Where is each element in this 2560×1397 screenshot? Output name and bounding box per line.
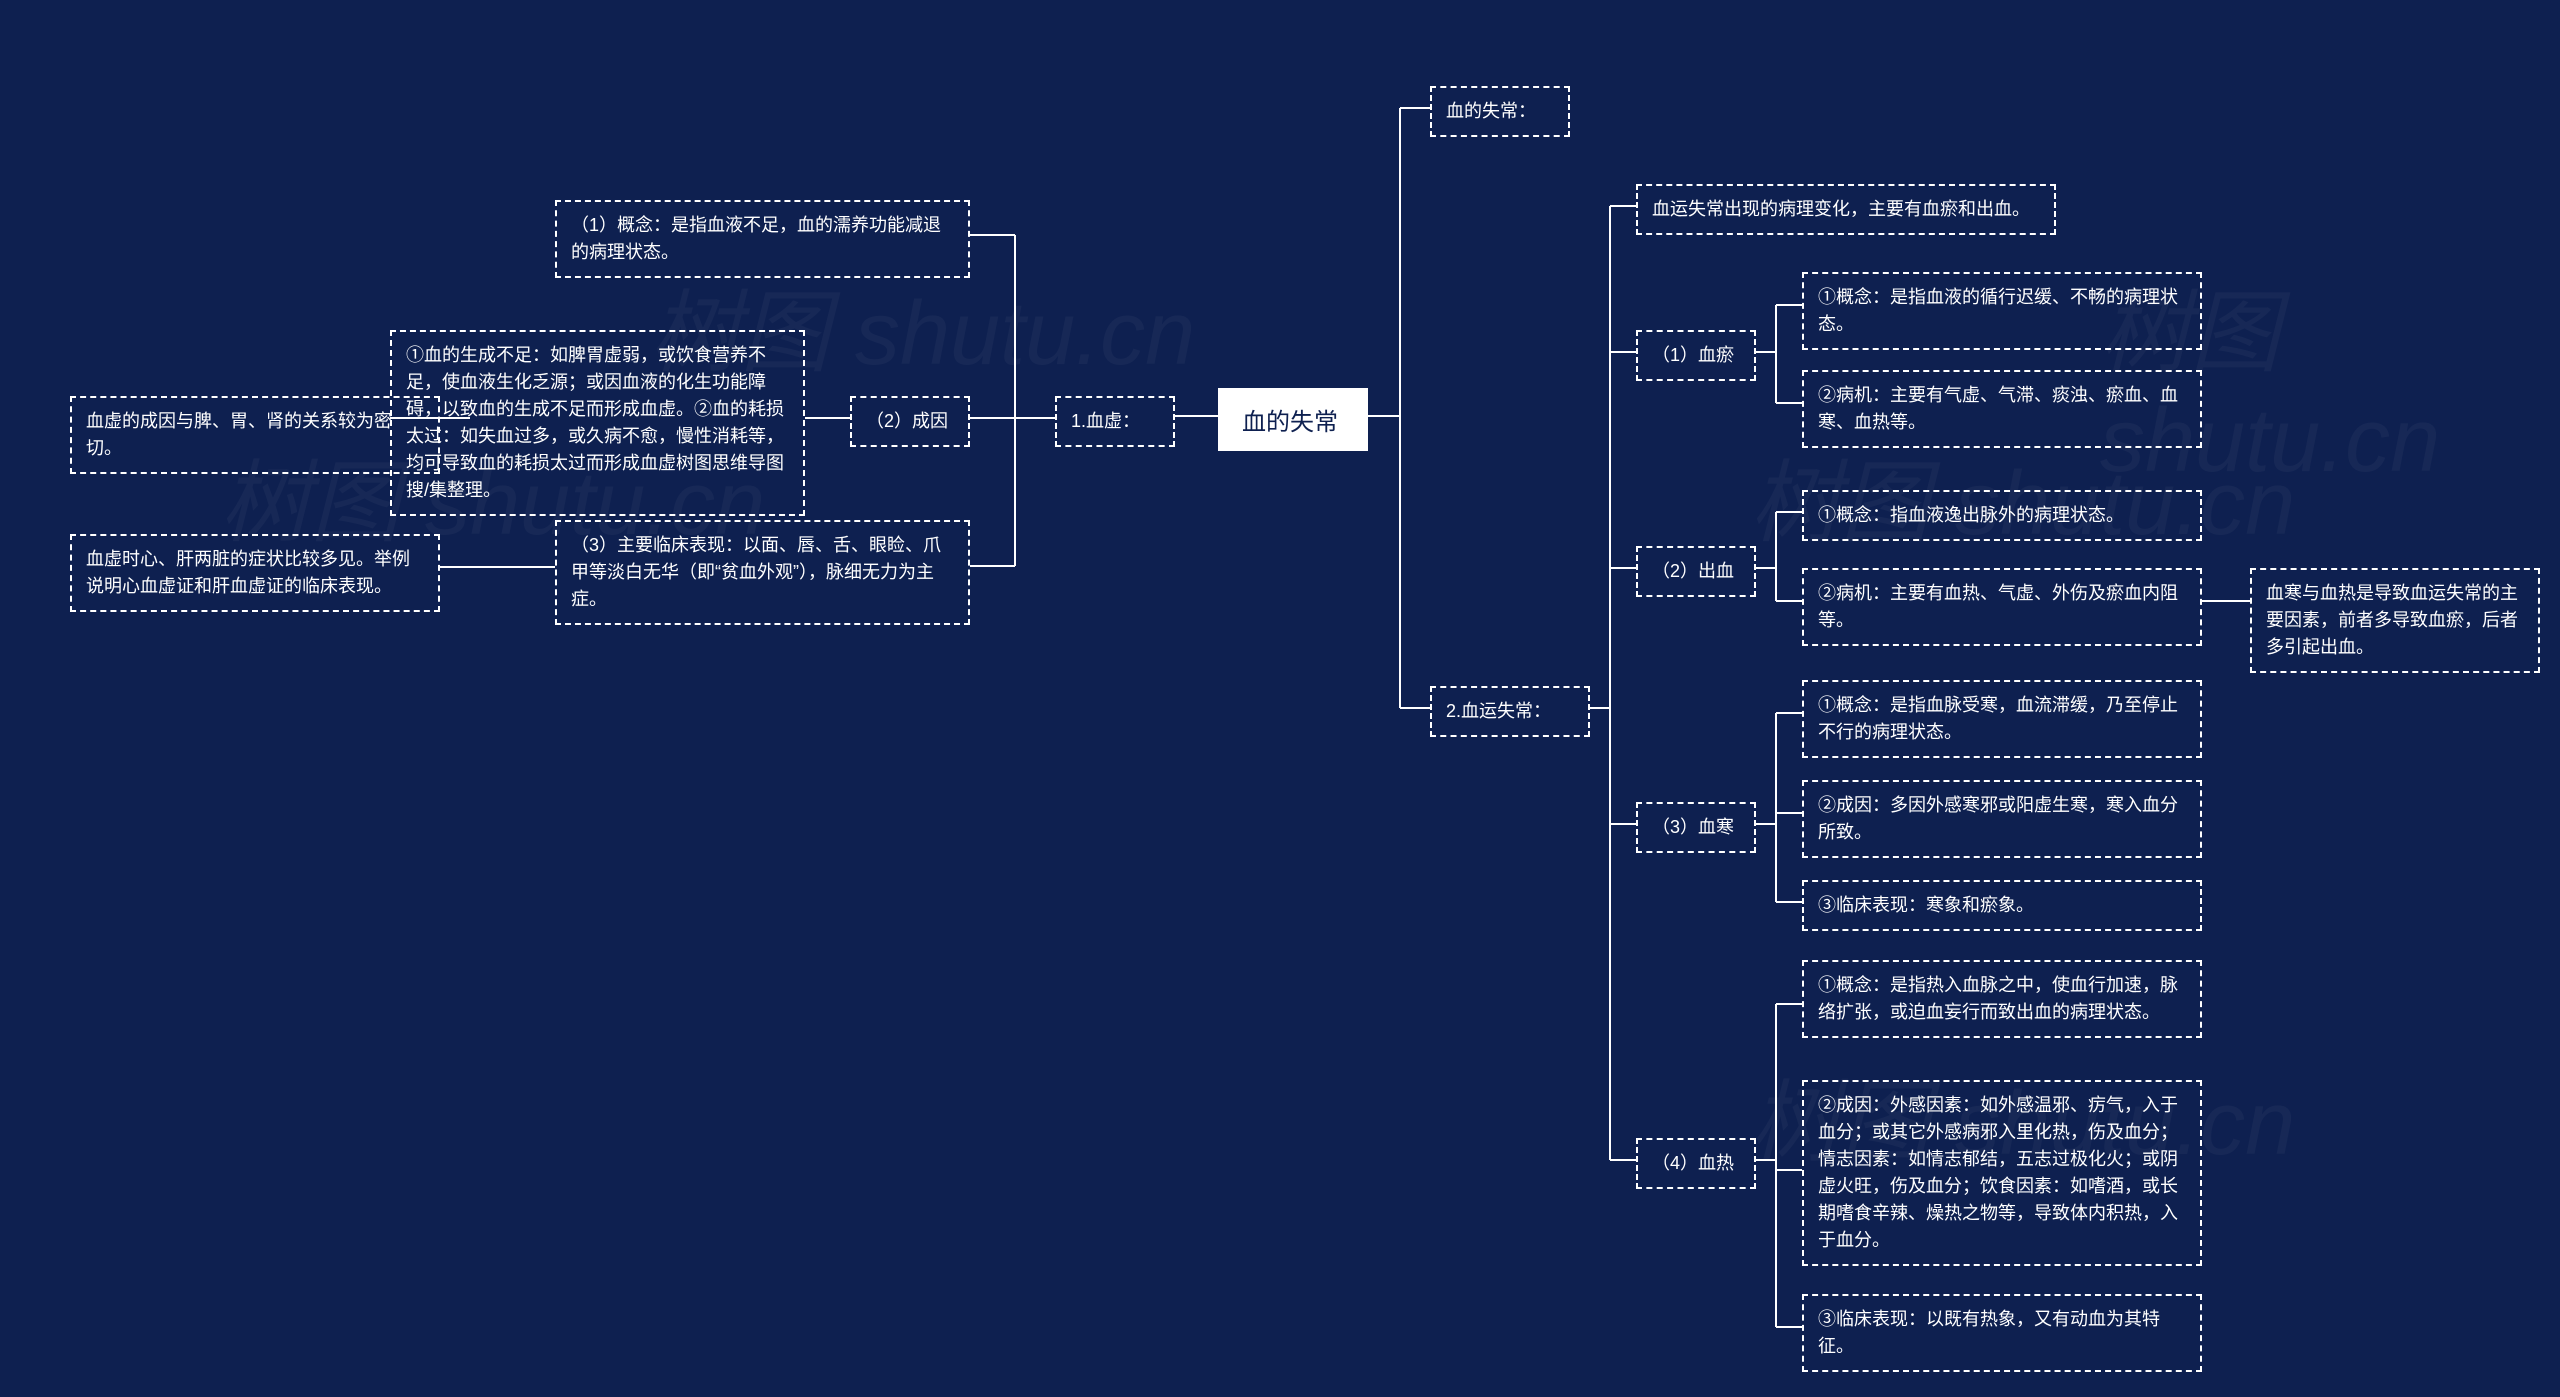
node-l4a: 血虚的成因与脾、胃、肾的关系较为密切。 (70, 396, 440, 474)
node-r2-1: （1）血瘀 (1636, 330, 1756, 381)
node-r2-3: （3）血寒 (1636, 802, 1756, 853)
node-r2intro: 血运失常出现的病理变化，主要有血瘀和出血。 (1636, 184, 2056, 235)
node-r1b: 2.血运失常： (1430, 686, 1590, 737)
node-r3-1b: ②病机：主要有气虚、气滞、痰浊、瘀血、血寒、血热等。 (1802, 370, 2202, 448)
node-r3-2b: ②病机：主要有血热、气虚、外伤及瘀血内阻等。 (1802, 568, 2202, 646)
root-node: 血的失常 (1218, 388, 1368, 451)
node-l2c: （3）主要临床表现：以面、唇、舌、眼睑、爪甲等淡白无华（即“贫血外观”），脉细无… (555, 520, 970, 625)
node-r3-3c: ③临床表现：寒象和瘀象。 (1802, 880, 2202, 931)
node-r3-3b: ②成因：多因外感寒邪或阳虚生寒，寒入血分所致。 (1802, 780, 2202, 858)
node-r3-3a: ①概念：是指血脉受寒，血流滞缓，乃至停止不行的病理状态。 (1802, 680, 2202, 758)
node-l3b: ①血的生成不足：如脾胃虚弱，或饮食营养不足，使血液生化乏源；或因血液的化生功能障… (390, 330, 805, 516)
node-r2-4: （4）血热 (1636, 1138, 1756, 1189)
node-r3-4a: ①概念：是指热入血脉之中，使血行加速，脉络扩张，或迫血妄行而致出血的病理状态。 (1802, 960, 2202, 1038)
node-r2-2: （2）出血 (1636, 546, 1756, 597)
node-r3-2a: ①概念：指血液逸出脉外的病理状态。 (1802, 490, 2202, 541)
node-r3-1a: ①概念：是指血液的循行迟缓、不畅的病理状态。 (1802, 272, 2202, 350)
node-l2a: （1）概念：是指血液不足，血的濡养功能减退的病理状态。 (555, 200, 970, 278)
node-r4: 血寒与血热是导致血运失常的主要因素，前者多导致血瘀，后者多引起出血。 (2250, 568, 2540, 673)
node-r3-4b: ②成因：外感因素：如外感温邪、疠气，入于血分；或其它外感病邪入里化热，伤及血分；… (1802, 1080, 2202, 1266)
node-l4c: 血虚时心、肝两脏的症状比较多见。举例说明心血虚证和肝血虚证的临床表现。 (70, 534, 440, 612)
node-l2b: （2）成因 (850, 396, 970, 447)
node-l1: 1.血虚： (1055, 396, 1175, 447)
node-r3-4c: ③临床表现：以既有热象，又有动血为其特征。 (1802, 1294, 2202, 1372)
node-r1a: 血的失常： (1430, 86, 1570, 137)
